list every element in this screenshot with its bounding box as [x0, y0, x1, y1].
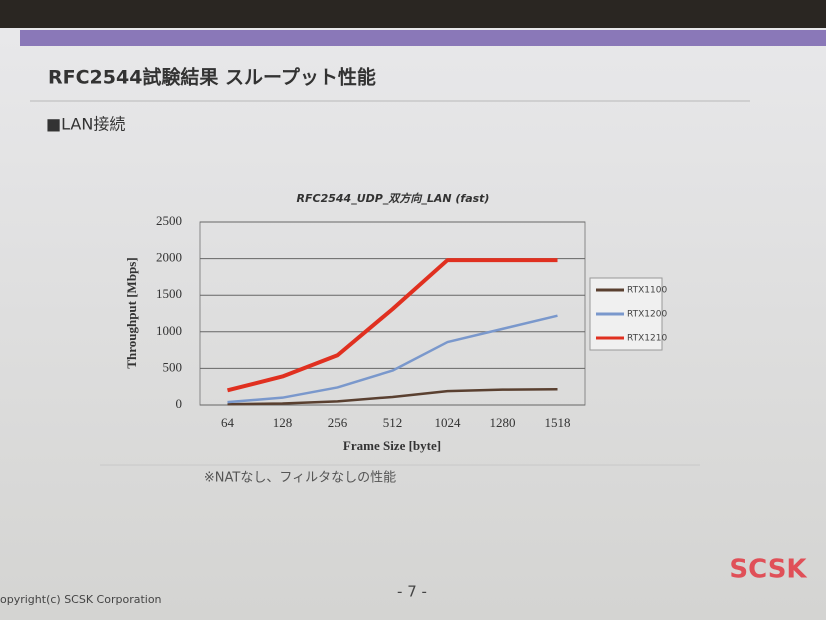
x-tick-label: 64: [221, 415, 235, 430]
legend-label: RTX1200: [627, 310, 667, 320]
chart-title: RFC2544_UDP_双方向_LAN (fast): [297, 192, 490, 205]
y-tick-label: 2000: [156, 250, 182, 265]
page-number: - 7 -: [397, 583, 427, 601]
x-axis-title: Frame Size [byte]: [343, 438, 441, 453]
y-tick-label: 1000: [156, 323, 182, 338]
x-tick-label: 1024: [435, 415, 462, 430]
x-tick-label: 128: [273, 415, 293, 430]
y-axis-title: Throughput [Mbps]: [124, 257, 139, 368]
header-bar: [20, 30, 826, 46]
y-tick-label: 1500: [156, 286, 182, 301]
legend-label: RTX1100: [627, 286, 667, 296]
series-line: [227, 388, 558, 406]
y-tick-label: 500: [163, 359, 183, 374]
x-tick-label: 1280: [490, 415, 516, 430]
section-label: ■LAN接続: [46, 115, 125, 134]
slide: [0, 28, 826, 620]
series-line: [227, 314, 558, 404]
x-tick-label: 256: [328, 415, 348, 430]
logo: SCSK: [729, 555, 807, 585]
slide-title: RFC2544試験結果 スループット性能: [48, 66, 376, 89]
y-tick-label: 0: [176, 396, 183, 411]
copyright: opyright(c) SCSK Corporation: [0, 593, 162, 606]
x-tick-label: 512: [383, 415, 403, 430]
x-tick-label: 1518: [545, 415, 571, 430]
note: ※NATなし、フィルタなしの性能: [204, 471, 396, 486]
legend-label: RTX1210: [627, 334, 667, 344]
y-tick-label: 2500: [156, 213, 182, 228]
series-line: [227, 258, 558, 393]
